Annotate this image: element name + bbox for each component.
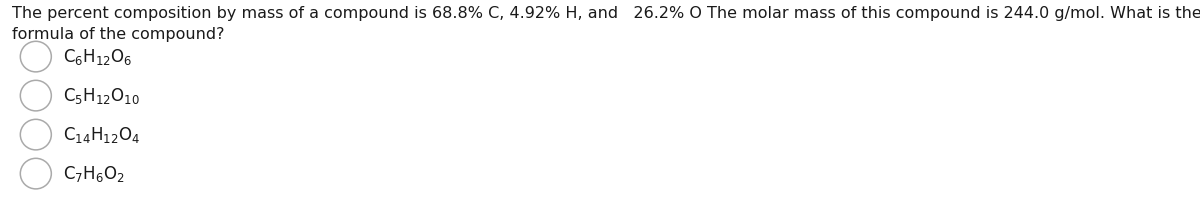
Text: C$_{14}$H$_{12}$O$_4$: C$_{14}$H$_{12}$O$_4$ bbox=[64, 125, 140, 145]
Ellipse shape bbox=[20, 119, 52, 150]
Ellipse shape bbox=[20, 41, 52, 72]
Ellipse shape bbox=[20, 80, 52, 111]
Ellipse shape bbox=[20, 158, 52, 189]
Text: C$_6$H$_{12}$O$_6$: C$_6$H$_{12}$O$_6$ bbox=[64, 47, 133, 67]
Text: C$_7$H$_6$O$_2$: C$_7$H$_6$O$_2$ bbox=[64, 164, 125, 184]
Text: C$_5$H$_{12}$O$_{10}$: C$_5$H$_{12}$O$_{10}$ bbox=[64, 86, 140, 106]
Text: The percent composition by mass of a compound is 68.8% C, 4.92% H, and   26.2% O: The percent composition by mass of a com… bbox=[12, 6, 1200, 42]
